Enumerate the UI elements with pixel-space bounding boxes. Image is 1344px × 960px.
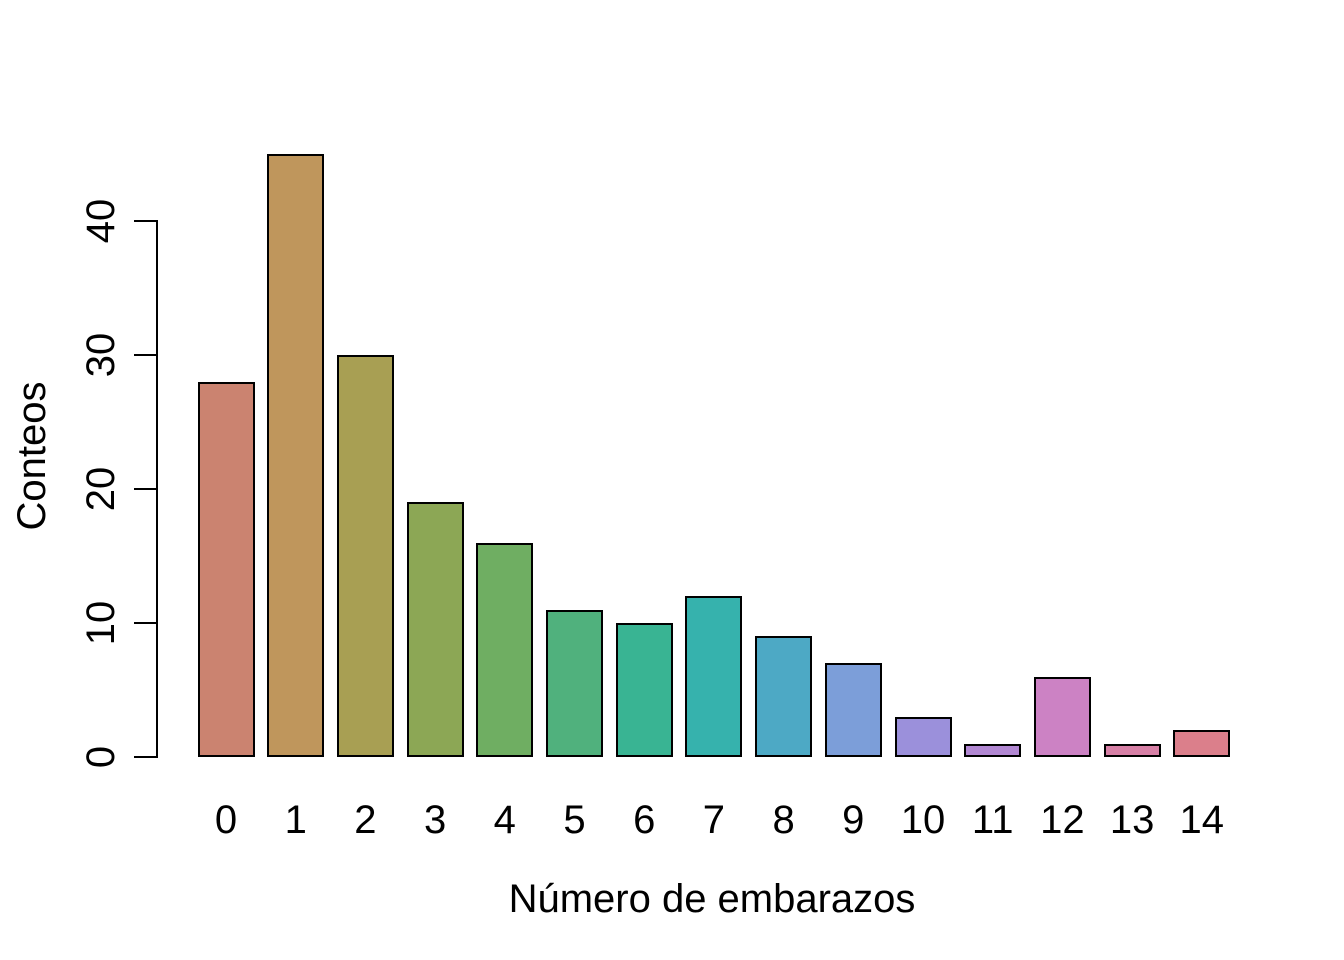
bar-12	[1033, 676, 1091, 757]
y-tick-label: 40	[79, 198, 123, 244]
y-tick-label: 10	[79, 600, 123, 646]
y-tick-label: 30	[79, 332, 123, 378]
bar-13	[1103, 743, 1161, 757]
x-tick-label: 0	[214, 798, 238, 842]
bar-4	[476, 542, 534, 757]
bar-3	[406, 502, 464, 757]
bar-6	[615, 623, 673, 757]
x-tick-label: 2	[354, 798, 377, 842]
x-tick-label: 9	[842, 798, 865, 842]
bar-8	[755, 636, 813, 757]
bar-7	[685, 596, 743, 757]
y-axis-line	[156, 220, 158, 758]
x-axis-title: Número de embarazos	[508, 877, 916, 921]
x-tick-label: 11	[971, 798, 1014, 842]
x-tick-label: 6	[633, 798, 656, 842]
y-tick-mark	[134, 354, 156, 356]
y-tick-label: 0	[79, 745, 123, 769]
bar-2	[336, 355, 394, 757]
x-tick-label: 5	[563, 798, 586, 842]
y-tick-label: 20	[79, 466, 123, 512]
x-tick-label: 4	[493, 798, 516, 842]
x-tick-label: 13	[1109, 798, 1155, 842]
y-tick-mark	[134, 756, 156, 758]
x-tick-label: 7	[702, 798, 726, 842]
bar-11	[964, 743, 1022, 757]
bar-14	[1173, 730, 1231, 757]
bar-1	[267, 154, 325, 757]
bar-9	[824, 663, 882, 757]
y-tick-mark	[134, 488, 156, 490]
x-tick-label: 3	[423, 798, 447, 842]
bar-0	[197, 381, 255, 757]
y-axis-title: Conteos	[10, 381, 54, 531]
y-tick-mark	[134, 220, 156, 222]
bar-10	[894, 716, 952, 757]
y-tick-mark	[134, 622, 156, 624]
x-tick-label: 12	[1040, 798, 1085, 842]
x-tick-label: 14	[1179, 798, 1225, 842]
x-tick-label: 8	[772, 798, 795, 842]
x-tick-label: 1	[284, 798, 307, 842]
x-tick-label: 10	[900, 798, 946, 842]
bar-5	[546, 609, 603, 757]
